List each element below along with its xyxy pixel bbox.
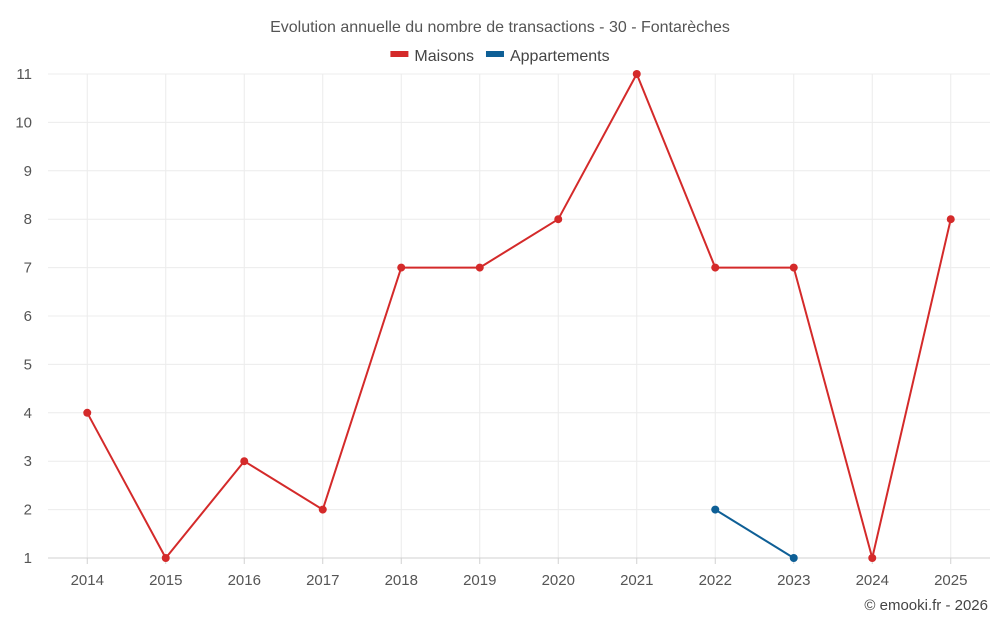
data-point[interactable] bbox=[789, 554, 798, 562]
legend: Maisons Appartements bbox=[390, 48, 610, 65]
data-point[interactable] bbox=[161, 554, 170, 562]
y-tick-label: 1 bbox=[24, 550, 32, 567]
data-point[interactable] bbox=[397, 263, 406, 272]
legend-item-maisons[interactable]: Maisons bbox=[390, 48, 474, 65]
data-point[interactable] bbox=[711, 505, 720, 514]
grid bbox=[48, 73, 990, 559]
y-tick-label: 9 bbox=[24, 163, 32, 180]
x-tick-label: 2016 bbox=[228, 572, 261, 589]
y-tick-label: 8 bbox=[24, 211, 32, 228]
y-tick-label: 2 bbox=[24, 502, 32, 519]
data-point[interactable] bbox=[475, 263, 484, 272]
series-maisons bbox=[83, 70, 955, 562]
series-line bbox=[86, 73, 952, 559]
y-axis: 1 2 3 4 5 6 7 8 9 10 11 bbox=[15, 66, 32, 567]
data-point[interactable] bbox=[83, 408, 92, 417]
y-tick-label: 10 bbox=[15, 114, 32, 131]
data-point[interactable] bbox=[789, 263, 798, 272]
legend-label: Appartements bbox=[510, 48, 610, 65]
data-point[interactable] bbox=[554, 215, 563, 224]
x-tick-label: 2019 bbox=[463, 572, 496, 589]
x-tick-label: 2018 bbox=[385, 572, 418, 589]
x-tick-label: 2017 bbox=[306, 572, 339, 589]
series-appartements bbox=[711, 505, 798, 562]
data-point[interactable] bbox=[632, 70, 641, 78]
x-tick-label: 2020 bbox=[542, 572, 575, 589]
x-tick-label: 2015 bbox=[149, 572, 182, 589]
legend-item-appartements[interactable]: Appartements bbox=[485, 48, 610, 65]
data-point[interactable] bbox=[240, 457, 249, 466]
y-tick-label: 6 bbox=[24, 308, 32, 325]
credit-text: © emooki.fr - 2026 bbox=[864, 597, 988, 614]
x-tick-label: 2014 bbox=[71, 572, 104, 589]
data-point[interactable] bbox=[711, 263, 720, 272]
series-group bbox=[83, 70, 955, 562]
x-tick-label: 2022 bbox=[699, 572, 732, 589]
y-tick-label: 5 bbox=[24, 356, 32, 373]
series-line bbox=[714, 508, 795, 559]
data-point[interactable] bbox=[946, 215, 955, 224]
x-tick-label: 2023 bbox=[777, 572, 810, 589]
x-axis: 2014 2015 2016 2017 2018 2019 2020 2021 2022 2023… bbox=[48, 557, 990, 589]
chart-title: Evolution annuelle du nombre de transact… bbox=[270, 19, 730, 36]
data-point[interactable] bbox=[868, 554, 877, 562]
y-tick-label: 4 bbox=[24, 405, 32, 422]
data-point[interactable] bbox=[318, 505, 327, 514]
legend-swatch bbox=[485, 51, 504, 57]
x-tick-label: 2024 bbox=[856, 572, 889, 589]
y-tick-label: 11 bbox=[16, 66, 32, 83]
y-tick-label: 7 bbox=[24, 260, 32, 277]
x-tick-label: 2021 bbox=[620, 572, 653, 589]
legend-label: Maisons bbox=[414, 48, 474, 65]
x-tick-label: 2025 bbox=[934, 572, 967, 589]
legend-swatch bbox=[390, 51, 409, 57]
y-tick-label: 3 bbox=[24, 453, 32, 470]
